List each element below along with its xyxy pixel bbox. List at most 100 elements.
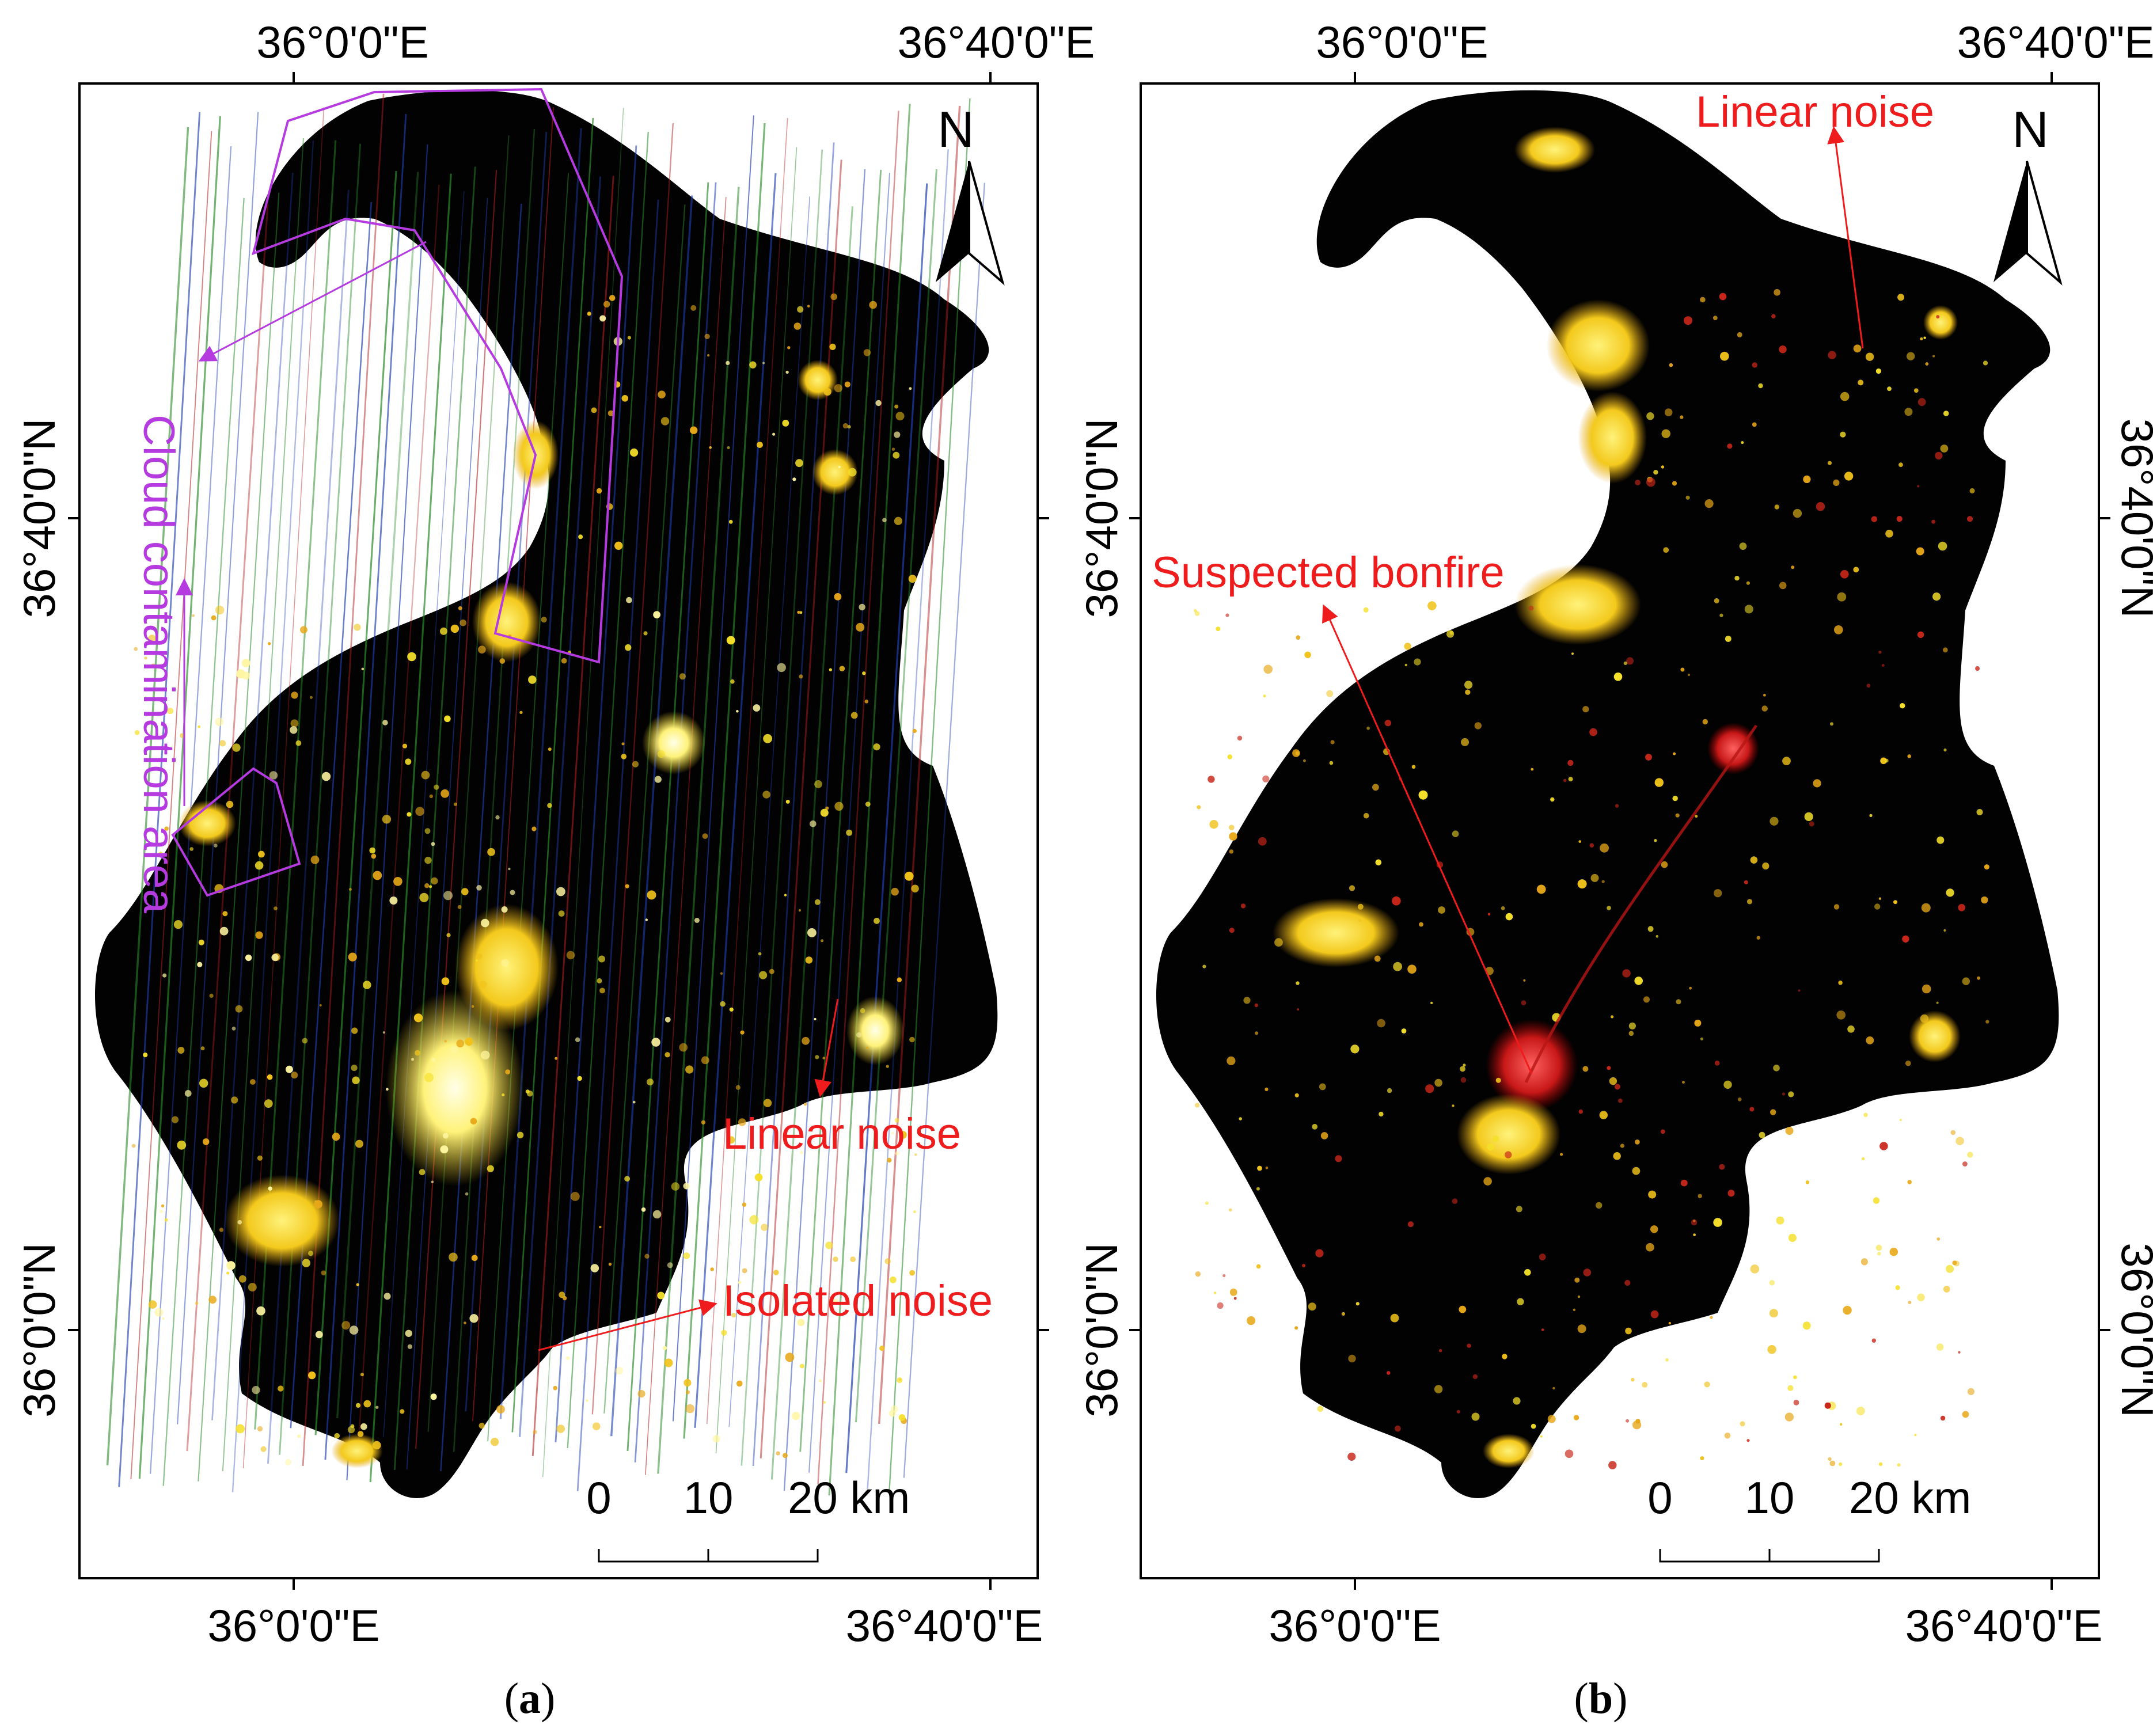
tick-marks-a	[68, 72, 1049, 1590]
light-speck	[291, 1072, 298, 1079]
light-speck	[1205, 1201, 1209, 1205]
light-speck	[1578, 840, 1581, 843]
light-speck	[1411, 765, 1416, 769]
light-speck	[1932, 592, 1941, 601]
light-speck	[1788, 1091, 1794, 1097]
light-speck	[1698, 1194, 1702, 1198]
noise-stripe	[138, 116, 221, 1479]
light-speck	[1320, 1132, 1328, 1139]
light-speck	[894, 516, 902, 526]
light-speck	[1958, 1351, 1961, 1354]
noise-stripe	[603, 204, 686, 1414]
light-speck	[1263, 664, 1273, 674]
light-speck	[315, 1331, 323, 1339]
light-speck	[1782, 1092, 1785, 1096]
light-speck	[252, 1386, 260, 1395]
light-speck	[726, 636, 735, 645]
light-speck	[1613, 1152, 1621, 1160]
light-speck	[1946, 888, 1954, 897]
scale-bar-a: 0 10 20 km	[586, 1472, 910, 1563]
light-speck	[363, 1400, 371, 1408]
light-speck	[1813, 779, 1821, 788]
light-speck	[1624, 1279, 1631, 1286]
scale-mid-b: 10	[1745, 1472, 1795, 1523]
light-speck	[1516, 1206, 1522, 1213]
light-speck	[302, 1259, 310, 1267]
light-speck	[1404, 643, 1411, 650]
light-speck	[893, 451, 900, 459]
isolated-noise-arrow	[538, 1299, 717, 1351]
light-speck	[1920, 337, 1923, 341]
light-speck	[1773, 1065, 1780, 1072]
light-speck	[215, 717, 224, 727]
light-speck	[1582, 706, 1589, 713]
light-speck	[167, 708, 174, 715]
noise-stripe	[231, 140, 314, 1492]
light-speck	[894, 1118, 899, 1123]
light-speck	[663, 1346, 667, 1350]
light-speck	[1664, 408, 1673, 416]
left-label-a-0: 36°40'0"N	[14, 418, 64, 618]
light-speck	[749, 1215, 759, 1225]
light-speck	[556, 1424, 565, 1433]
light-speck	[1467, 1343, 1471, 1348]
light-speck	[797, 306, 804, 313]
light-speck	[1582, 1066, 1589, 1072]
light-speck	[810, 820, 817, 827]
light-speck	[1885, 530, 1893, 538]
light-speck	[1788, 1233, 1797, 1242]
light-speck	[647, 890, 656, 900]
light-speck	[1483, 1177, 1492, 1186]
light-speck	[1749, 1107, 1755, 1112]
light-speck	[1583, 1268, 1592, 1277]
light-speck	[1828, 461, 1832, 465]
light-speck	[1836, 1011, 1846, 1020]
light-speck	[1502, 1354, 1508, 1359]
light-speck	[707, 354, 710, 357]
light-speck	[197, 962, 203, 967]
noise-stripe	[465, 131, 548, 1412]
light-speck	[763, 734, 772, 743]
light-speck	[237, 1220, 242, 1225]
light-speck	[407, 652, 416, 662]
light-speck	[875, 400, 882, 407]
noise-stripe	[346, 144, 428, 1480]
light-speck	[348, 952, 357, 962]
light-speck	[1680, 415, 1684, 419]
light-speck	[763, 1099, 772, 1107]
light-speck	[1695, 815, 1698, 818]
light-speck	[1719, 613, 1723, 617]
light-speck	[1294, 1326, 1298, 1330]
annotation-linear-noise-a: Linear noise	[723, 1110, 961, 1158]
light-speck	[1675, 813, 1680, 818]
light-speck	[822, 1057, 825, 1059]
left-label-b-0: 36°40'0"N	[1076, 418, 1127, 618]
light-speck	[1676, 999, 1681, 1005]
light-speck	[1643, 996, 1650, 1003]
light-speck	[1294, 1093, 1299, 1097]
light-speck	[894, 404, 899, 409]
light-speck	[431, 842, 435, 846]
light-speck	[1700, 297, 1706, 303]
light-speck	[375, 1405, 379, 1409]
panel-a: Cloud contamination area Linear noise Is…	[14, 17, 1095, 1723]
light-speck	[785, 799, 790, 804]
light-speck	[1317, 1405, 1324, 1412]
left-label-a-1: 36°0'0"N	[14, 1243, 64, 1418]
light-speck	[1771, 314, 1776, 318]
light-speck	[1663, 547, 1669, 553]
light-speck	[667, 1262, 673, 1268]
light-speck	[487, 848, 495, 856]
light-speck	[914, 1153, 917, 1156]
light-speck	[630, 448, 639, 457]
light-speck	[502, 1093, 505, 1097]
light-speck	[1672, 481, 1677, 486]
light-speck	[479, 1422, 485, 1429]
light-speck	[1907, 352, 1915, 360]
light-speck	[1828, 1457, 1832, 1461]
light-speck	[690, 305, 697, 311]
light-speck	[1746, 581, 1750, 585]
light-speck	[621, 395, 629, 402]
light-speck	[1256, 1187, 1260, 1191]
light-speck	[1922, 984, 1931, 994]
